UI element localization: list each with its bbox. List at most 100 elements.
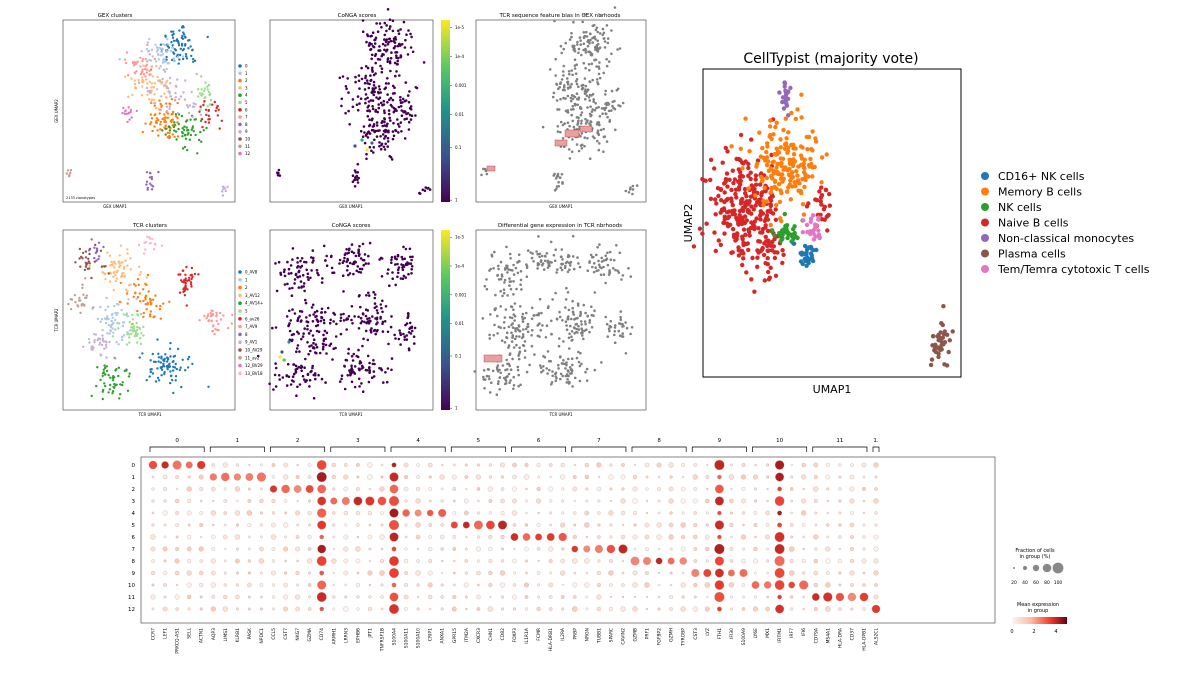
cell-point [580,362,583,366]
expression-dot [186,546,192,552]
cell-point [151,237,154,241]
cell-point [580,132,584,135]
cell-point [570,317,573,321]
expression-dot [729,498,734,504]
expression-dot [198,546,204,552]
expression-dot [621,595,625,599]
cell-point [506,294,509,297]
cell-point [568,347,571,350]
expression-dot [198,570,204,576]
expression-dot [500,462,505,468]
expression-dot [802,595,805,599]
cell-point [113,260,116,263]
expression-dot [766,475,770,479]
cell-point [351,359,355,362]
expression-dot [837,558,842,564]
legend-label: 7 [245,115,248,120]
cell-point [567,308,571,312]
expression-dot [811,593,820,601]
cell-point [583,320,587,323]
expression-dot [620,510,626,516]
cell-point [182,128,186,132]
expression-dot [331,475,336,479]
expression-dot [151,607,155,611]
cell-point [503,341,507,344]
expression-dot [717,510,722,516]
cell-point [374,108,378,112]
cell-point [523,349,527,353]
cell-point [394,51,397,54]
cell-point [747,149,752,154]
gene-label: MS4A1 [825,628,831,644]
cell-point [942,340,948,345]
cell-point [574,103,577,106]
cell-point [367,86,371,90]
cell-point [551,374,554,378]
cell-point [153,82,156,85]
expression-dot [754,463,757,467]
cell-point [292,372,296,376]
expression-dot [609,523,613,527]
expression-dot [814,511,818,515]
cell-point [401,277,405,281]
cell-point [148,176,152,179]
cell-point [203,89,206,93]
cell-point [559,377,562,381]
cell-point [774,202,779,208]
cell-point [209,311,212,315]
cell-point [602,127,605,131]
cell-point [557,344,561,348]
expression-dot [476,559,480,563]
expression-dot [838,547,841,551]
cell-point [588,80,591,83]
cell-point [306,372,310,376]
cell-point [364,262,368,265]
cell-point [787,159,793,164]
expression-dot [283,582,288,588]
cell-point [518,346,521,350]
cell-point [592,100,595,103]
expression-dot [729,523,734,527]
cell-point [542,365,545,368]
cell-point [764,149,769,155]
cell-point [185,279,189,282]
cell-point [389,56,393,60]
cell-point [348,261,352,265]
cell-point [142,73,146,76]
gene-label: ITM2A [464,627,470,642]
cell-point [566,94,570,98]
cell-point [743,116,748,121]
cell-point [584,322,587,326]
legend-label: 6 [245,107,248,112]
expression-dot [825,606,831,612]
cell-point [550,381,554,384]
cell-point [107,391,110,394]
expression-dot [465,535,468,539]
cell-point [363,320,366,324]
cell-point [132,295,135,299]
expression-dot [499,582,506,588]
gene-label: LYZ [705,628,711,636]
cell-point [356,95,360,98]
cell-point [373,138,376,142]
cell-point [148,91,152,95]
cell-point [509,368,513,372]
cell-point [512,346,516,349]
cell-point [127,106,130,109]
cell-point [183,125,186,128]
cell-point [777,199,783,205]
cell-point [324,337,328,341]
cell-point [362,263,366,267]
cell-point [580,147,584,150]
cell-point [379,101,383,105]
expression-dot [452,571,456,575]
cell-point [130,116,133,119]
gene-label: GPR15 [452,628,458,643]
expression-dot [789,487,794,491]
cell-point [753,193,758,198]
cell-point [540,254,544,258]
cell-point [107,374,110,377]
cell-point [368,371,371,375]
cell-point [400,255,404,259]
cell-point [503,326,506,330]
